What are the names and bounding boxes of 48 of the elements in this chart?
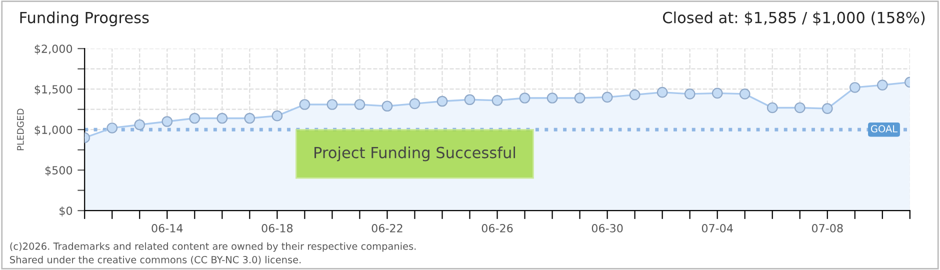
point <box>409 98 420 110</box>
text: Closed at: $1,585 / $1,000 (158%) <box>663 12 925 26</box>
x-tick-label: 07-08 <box>812 224 843 232</box>
x-tick-label: 07-04 <box>702 224 733 232</box>
point <box>326 99 338 110</box>
y-tick-label: $0 <box>60 206 72 216</box>
point <box>602 92 613 103</box>
point <box>766 102 778 114</box>
ref-line-label: GOAL <box>871 125 898 132</box>
x-tick-label: 06-30 <box>592 224 623 232</box>
point <box>629 89 640 100</box>
text: (c)2026. Trademarks and related content are owned by their respective companies. <box>10 242 416 252</box>
annotation: Project Funding Successful <box>314 146 516 162</box>
y-tick-label: $1,000 <box>34 125 72 136</box>
text: Shared under the creative commons (CC BY-NC 3.0) license. <box>10 256 301 265</box>
x-tick-label: 06-18 <box>262 224 293 232</box>
point <box>272 110 283 122</box>
point <box>794 102 806 114</box>
point <box>822 103 833 114</box>
point <box>656 86 668 98</box>
y-axis-title: PLEDGED <box>17 108 24 150</box>
chart-title: Funding Progress <box>20 12 149 26</box>
point <box>162 116 173 127</box>
point <box>574 92 586 104</box>
x-tick-label: 06-14 <box>152 224 183 232</box>
point <box>189 112 200 124</box>
point <box>876 80 888 90</box>
point <box>134 119 146 130</box>
point <box>739 88 750 100</box>
y-tick-label: $2,000 <box>34 44 72 54</box>
x-tick-label: 06-26 <box>482 224 513 232</box>
point <box>849 82 860 93</box>
point <box>684 88 696 100</box>
x-tick-label: 06-22 <box>372 224 402 232</box>
point <box>244 112 256 124</box>
point <box>436 96 448 107</box>
point <box>492 95 503 106</box>
point <box>382 100 393 112</box>
point <box>712 88 723 99</box>
point <box>216 112 228 124</box>
point <box>464 94 476 106</box>
point <box>546 92 558 104</box>
point <box>354 99 366 110</box>
y-tick-label: $1,500 <box>34 84 72 95</box>
point <box>299 99 310 110</box>
point <box>106 122 118 134</box>
y-tick-label: $500 <box>45 166 72 176</box>
point <box>519 92 530 104</box>
